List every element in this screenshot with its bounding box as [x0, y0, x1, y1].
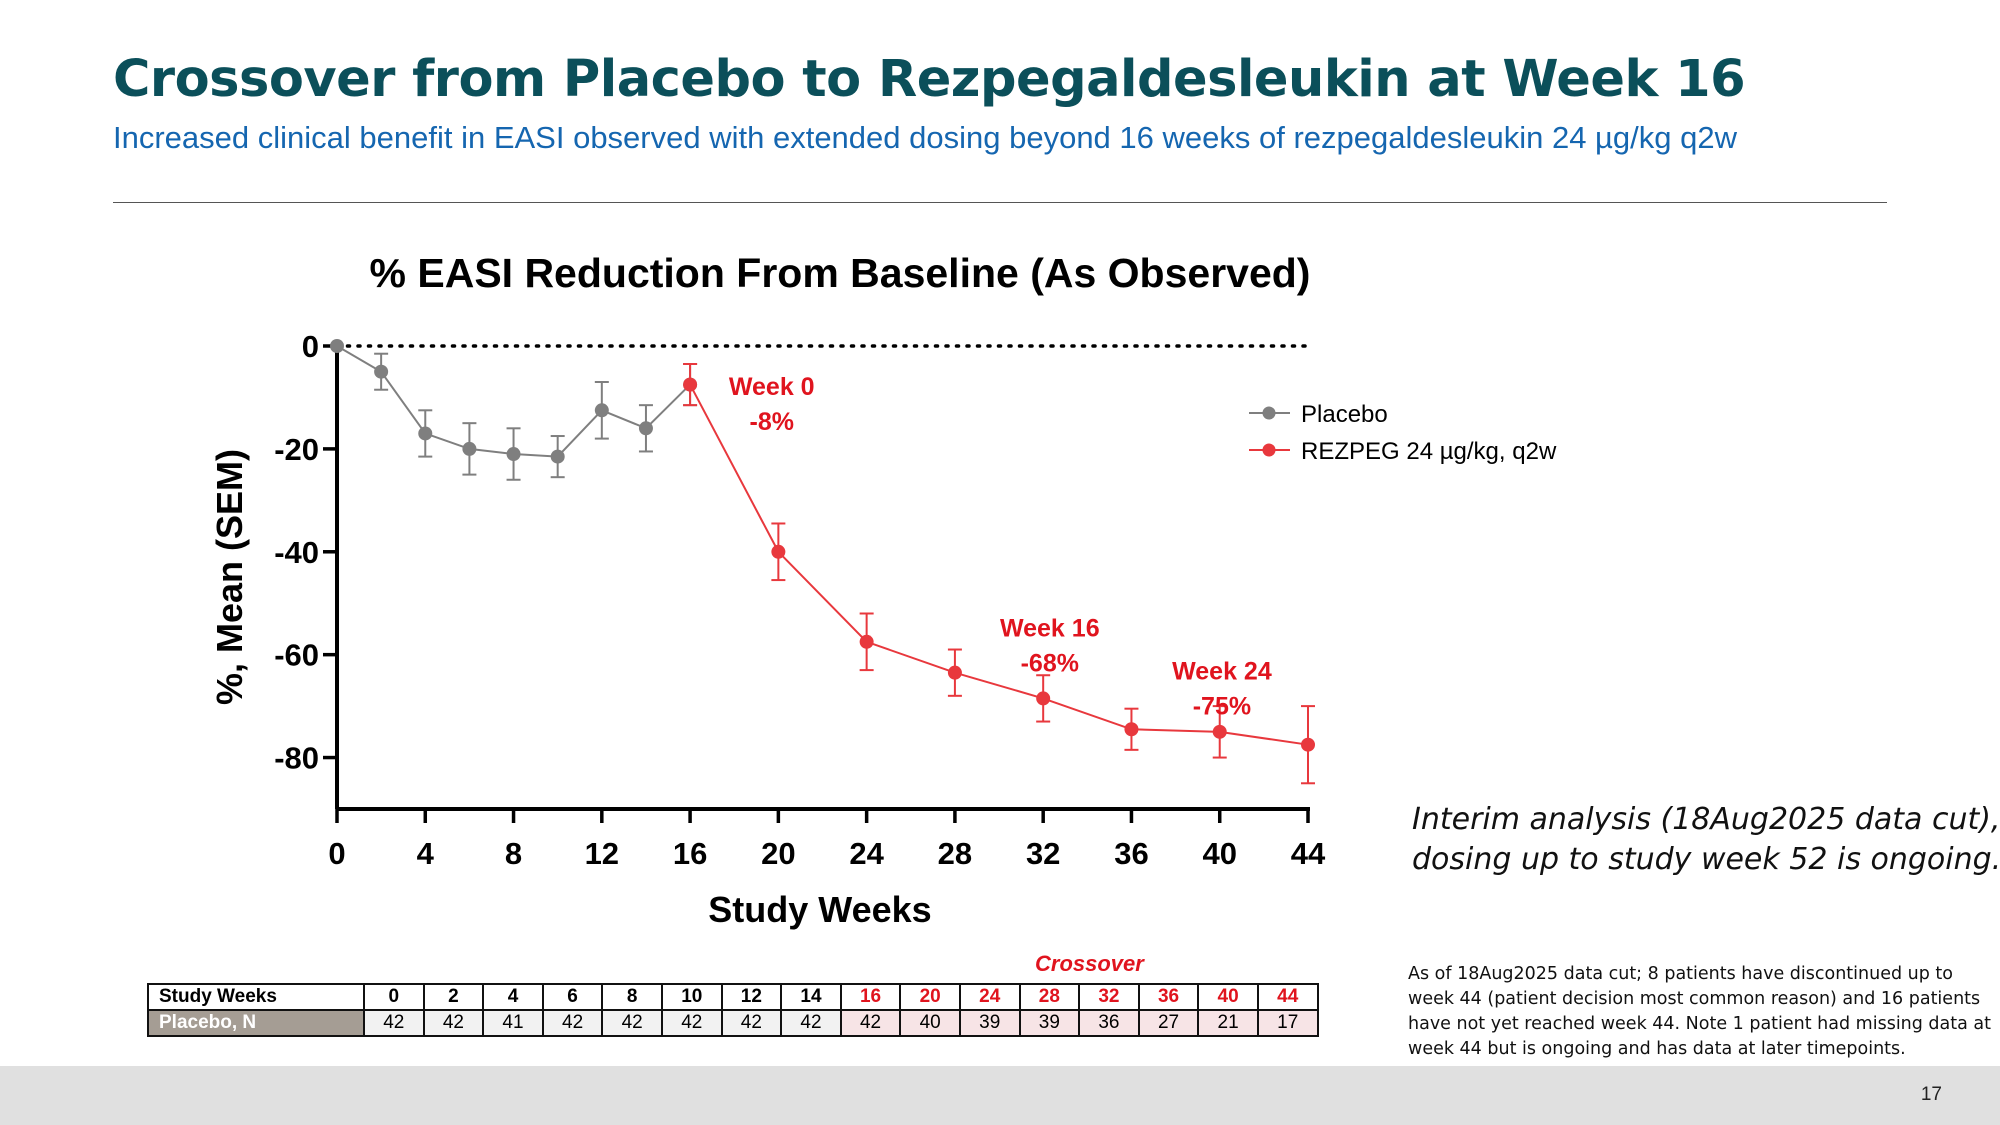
x-tick-label: 40 [1202, 836, 1236, 871]
annotation-value: -75% [1193, 692, 1251, 720]
data-point [1124, 722, 1139, 737]
n-table-count-cell: 42 [720, 1009, 783, 1037]
legend-marker [1262, 406, 1276, 420]
n-table-week-cell: 14 [780, 983, 842, 1011]
x-tick-label: 32 [1026, 836, 1060, 871]
slide-subtitle: Increased clinical benefit in EASI obser… [113, 120, 1737, 155]
x-tick-label: 24 [849, 836, 884, 871]
n-table-count-cell: 42 [601, 1009, 663, 1037]
crossover-label: Crossover [1035, 951, 1144, 976]
x-tick-label: 4 [417, 836, 435, 871]
series-line [689, 384, 1309, 746]
legend-marker [1262, 443, 1276, 457]
x-tick-label: 28 [938, 836, 972, 871]
n-table-week-cell: 28 [1018, 983, 1081, 1011]
n-table-count-cell: 27 [1137, 1009, 1200, 1037]
y-tick-label: -80 [274, 741, 319, 776]
legend-label: Placebo [1301, 401, 1388, 428]
data-cut-footnote: As of 18Aug2025 data cut; 8 patients hav… [1408, 964, 1992, 1059]
annotation-label: Week 24 [1172, 657, 1272, 685]
n-table-week-cell: 12 [720, 983, 783, 1011]
n-table-week-cell: 4 [482, 983, 544, 1011]
n-table-week-cell: 16 [839, 983, 902, 1011]
x-tick-label: 12 [585, 836, 619, 871]
note-line-1: Interim analysis (18Aug2025 data cut), [1412, 802, 2000, 837]
x-tick-label: 44 [1291, 836, 1326, 871]
n-table-header-row: Study Weeks 0 2 4 6 8 10 12 14 16 20 24 28 32 36 40 44 [147, 983, 1319, 1011]
n-table-count-cell: 42 [541, 1009, 604, 1037]
data-point [418, 426, 433, 441]
y-tick-label: 0 [302, 329, 319, 364]
data-point [638, 421, 653, 436]
data-point [683, 377, 698, 392]
legend-label: REZPEG 24 µg/kg, q2w [1301, 438, 1557, 465]
n-table-week-cell: 8 [601, 983, 663, 1011]
data-point [374, 364, 389, 379]
annotation-value: -8% [750, 408, 794, 436]
note-line-2: dosing up to study week 52 is ongoing. [1412, 842, 2000, 877]
n-table-header-label: Study Weeks [147, 983, 365, 1011]
y-tick-label: -20 [274, 432, 319, 467]
x-tick-label: 0 [328, 836, 345, 871]
y-axis-label: %, Mean (SEM) [209, 449, 250, 705]
series-placebo [330, 339, 698, 481]
x-tick-label: 20 [761, 836, 795, 871]
n-table: Study Weeks 0 2 4 6 8 10 12 14 16 20 24 28 32 36 40 44 … [147, 983, 1319, 1037]
chart-title: % EASI Reduction From Baseline (As Obser… [370, 250, 1311, 296]
data-point [859, 634, 874, 649]
data-point [1212, 724, 1227, 739]
page-number: 17 [1920, 1084, 1942, 1105]
annotation-label: Week 0 [729, 373, 815, 401]
data-point [506, 447, 521, 462]
data-point [462, 441, 477, 456]
n-table-week-cell: 44 [1256, 983, 1319, 1011]
n-table-count-row: Placebo, N 42 42 41 42 42 42 42 42 42 40 39 39 36 27 2… [147, 1009, 1319, 1037]
n-table-count-cell: 41 [482, 1009, 544, 1037]
series-rezpeg [683, 363, 1315, 785]
slide-title: Crossover from Placebo to Rezpegaldesleu… [113, 50, 1746, 109]
n-table-count-cell: 39 [958, 1009, 1021, 1037]
x-tick-label: 16 [673, 836, 707, 871]
n-table-count-cell: 17 [1256, 1009, 1319, 1037]
n-table-week-cell: 32 [1078, 983, 1140, 1011]
data-point [550, 449, 565, 464]
annotation-value: -68% [1021, 650, 1079, 678]
n-table-week-cell: 0 [363, 983, 425, 1011]
y-tick-label: -40 [274, 535, 319, 570]
data-point [594, 403, 609, 418]
x-tick-label: 36 [1114, 836, 1148, 871]
n-table-week-cell: 10 [660, 983, 723, 1011]
n-table-count-cell: 42 [422, 1009, 485, 1037]
n-table-count-cell: 42 [839, 1009, 902, 1037]
y-tick-label: -60 [274, 638, 319, 673]
n-table-week-cell: 20 [899, 983, 961, 1011]
n-table-count-cell: 40 [899, 1009, 961, 1037]
interim-analysis-note: Interim analysis (18Aug2025 data cut), d… [1412, 800, 2000, 880]
n-table-week-cell: 6 [541, 983, 604, 1011]
n-table-week-cell: 24 [958, 983, 1021, 1011]
data-point [1301, 737, 1315, 752]
n-table-count-cell: 36 [1078, 1009, 1140, 1037]
x-tick-label: 8 [505, 836, 522, 871]
title-divider [113, 202, 1887, 203]
footer-bar: 17 [0, 1066, 2000, 1125]
n-table-count-cell: 39 [1018, 1009, 1081, 1037]
n-table-week-cell: 2 [422, 983, 485, 1011]
data-point [771, 544, 786, 559]
n-table-week-cell: 40 [1197, 983, 1259, 1011]
data-point [330, 339, 344, 353]
data-point [1036, 691, 1051, 706]
n-table-count-cell: 42 [780, 1009, 842, 1037]
x-axis-label: Study Weeks [708, 889, 931, 930]
annotation-label: Week 16 [1000, 615, 1100, 643]
n-table-row-label: Placebo, N [147, 1009, 365, 1037]
n-table-week-cell: 36 [1137, 983, 1200, 1011]
n-table-count-cell: 42 [363, 1009, 425, 1037]
n-table-count-cell: 21 [1197, 1009, 1259, 1037]
n-table-count-cell: 42 [660, 1009, 723, 1037]
data-point [947, 665, 962, 680]
